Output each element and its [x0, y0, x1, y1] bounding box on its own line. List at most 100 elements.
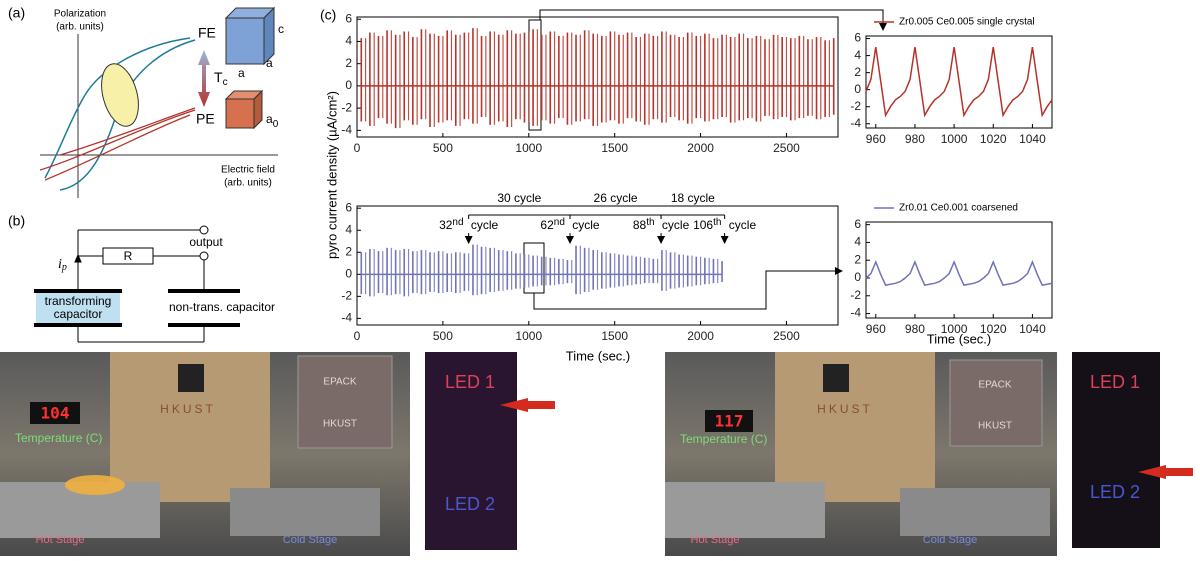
x-tick-label: 0: [354, 141, 361, 155]
y-tick-label: -4: [341, 311, 352, 325]
legend-label: Zr0.005 Ce0.005 single crystal: [899, 17, 1035, 28]
text: cycle: [729, 218, 757, 232]
data-line: [865, 46, 1053, 118]
text: T: [214, 69, 223, 85]
x-tick-label: 1000: [515, 141, 542, 155]
panel-label: (b): [8, 213, 25, 229]
cube-label: a: [238, 66, 245, 80]
y-tick-label: 4: [345, 34, 352, 48]
y-tick-label: 2: [854, 252, 861, 266]
capacitor-label: non-trans. capacitor: [169, 300, 275, 314]
screen-label: HKUST: [978, 421, 1012, 432]
marker-label: 32nd cycle: [439, 217, 498, 233]
panel-label: (c): [320, 7, 336, 23]
y-tick-label: 0: [854, 270, 861, 284]
y-tick-label: -4: [341, 123, 352, 137]
screen-label: EPACK: [323, 377, 356, 388]
x-tick-label: 2000: [687, 329, 714, 343]
terminal: [199, 225, 209, 235]
display: [30, 402, 80, 424]
x-tick-label: 1000: [941, 132, 968, 146]
text: cycle: [471, 218, 499, 232]
span-label: 26 cycle: [594, 191, 638, 205]
stage-label: Hot Stage: [36, 534, 85, 546]
text: th: [713, 217, 721, 228]
glow: [65, 475, 125, 495]
text: nd: [452, 217, 463, 228]
text: 106: [693, 218, 713, 232]
chart: 960 980 1000 1020 1040 -4 -2 0 2 4 6 Zr0.005 Ce0.00…: [850, 17, 1053, 146]
capacitor-label: transforming: [45, 294, 112, 308]
text: 32: [439, 218, 453, 232]
text: 0: [273, 119, 279, 130]
cold-plate: [230, 488, 380, 536]
cube-label: a: [266, 56, 273, 70]
screen-label: HKUST: [323, 419, 357, 430]
capacitor-label: capacitor: [54, 307, 103, 321]
zoom-box: [528, 19, 542, 131]
stage-label: Cold Stage: [283, 534, 337, 546]
x-tick-label: 1500: [601, 141, 628, 155]
screen: [949, 359, 1043, 447]
marker-label: 62nd cycle: [540, 217, 599, 233]
panel-label: (a): [8, 5, 25, 21]
y-tick-label: 4: [854, 235, 861, 249]
chart: 0 500 1000 1500 2000 2500 -4 -2 0 2 4 6: [341, 11, 839, 155]
marker-label: 106th cycle: [693, 217, 756, 233]
photo: [1072, 352, 1160, 548]
display-value: 117: [715, 412, 744, 431]
y-tick-label: 0: [854, 82, 861, 96]
board: [775, 352, 935, 502]
plot-frame: [865, 35, 1053, 129]
y-tick-label: 4: [345, 222, 352, 236]
led-label: LED 1: [445, 372, 495, 392]
cube: [225, 17, 265, 65]
text: 62: [540, 218, 554, 232]
x-tick-label: 1000: [941, 322, 968, 336]
x-axis-label: Time (sec.): [566, 348, 631, 363]
x-tick-label: 980: [905, 322, 925, 336]
text: nd: [554, 217, 565, 228]
y-tick-label: -4: [850, 306, 861, 320]
current-label: ip: [58, 257, 67, 273]
photo-right: [665, 352, 1193, 556]
chip: [178, 364, 204, 392]
x-tick-label: 960: [866, 132, 886, 146]
connector: [533, 267, 843, 310]
x-tick-label: 1000: [515, 329, 542, 343]
marker-label: 88th cycle: [633, 217, 690, 233]
temperature-label: Temperature (C): [680, 432, 767, 446]
board-label: HKUST: [817, 402, 873, 416]
axis-label: Polarization: [54, 9, 106, 20]
phase-label: FE: [198, 25, 216, 41]
capacitor-fill: [36, 293, 120, 323]
span-label: 30 cycle: [497, 191, 541, 205]
display-value: 104: [41, 404, 70, 423]
x-axis-label: Time (sec.): [927, 331, 992, 346]
y-tick-label: 6: [345, 11, 352, 25]
axis-label: (arb. units): [224, 178, 272, 189]
y-tick-label: 2: [854, 65, 861, 79]
display: [705, 410, 753, 432]
x-tick-label: 1020: [980, 132, 1007, 146]
chip: [823, 364, 849, 392]
board-label: HKUST: [160, 402, 216, 416]
text: 88: [633, 218, 647, 232]
span-label: 18 cycle: [671, 191, 715, 205]
axis-label: Electric field: [221, 165, 275, 176]
y-tick-label: 4: [854, 48, 861, 62]
y-tick-label: 2: [345, 56, 352, 70]
arrow: [1138, 465, 1193, 479]
y-tick-label: -2: [341, 289, 352, 303]
x-tick-label: 0: [354, 329, 361, 343]
phase-label: PE: [196, 111, 215, 127]
x-tick-label: 1040: [1019, 322, 1046, 336]
connector: [539, 9, 887, 31]
photo: [425, 352, 517, 550]
y-tick-label: -2: [850, 288, 861, 302]
x-tick-label: 2500: [773, 329, 800, 343]
chart: 960 980 1000 1020 1040 -4 -2 0 2 4 6 Zr0.01 Ce0.001…: [850, 203, 1053, 336]
y-tick-label: -4: [850, 116, 861, 130]
x-tick-label: 1500: [601, 329, 628, 343]
